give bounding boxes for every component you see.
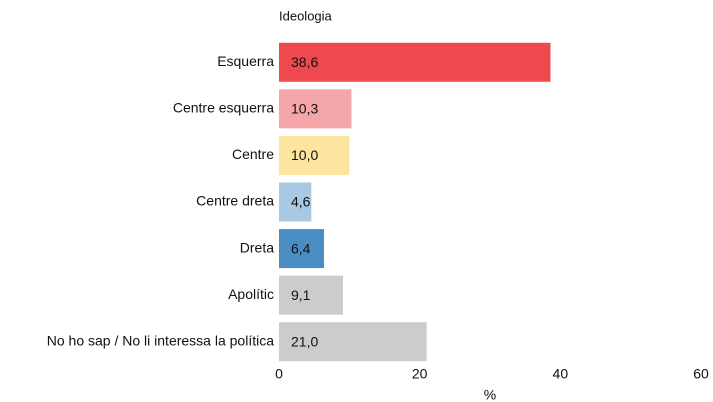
x-tick-label: 20 [412, 366, 428, 382]
bar [279, 135, 350, 175]
y-tick-label: Centre [232, 146, 274, 162]
y-tick-label: Dreta [240, 239, 274, 255]
data-label: 10,3 [291, 101, 318, 117]
data-label: 9,1 [291, 287, 311, 303]
data-label: 21,0 [291, 333, 318, 349]
x-tick-label: 40 [553, 366, 569, 382]
bar [279, 89, 352, 129]
x-tick-label: 60 [693, 366, 709, 382]
bar [279, 229, 325, 269]
y-tick-label: Apolític [228, 286, 274, 302]
y-tick-label: Centre esquerra [173, 100, 274, 116]
data-label: 38,6 [291, 54, 318, 70]
y-tick-label: Esquerra [217, 53, 274, 69]
bar [279, 275, 344, 315]
chart-title: Ideologia [279, 8, 333, 23]
y-tick-label: No ho sap / No li interessa la política [47, 332, 274, 348]
data-label: 4,6 [291, 194, 311, 210]
bar [279, 182, 312, 222]
data-label: 10,0 [291, 147, 318, 163]
x-tick-label: 0 [275, 366, 283, 382]
y-tick-label: Centre dreta [196, 193, 274, 209]
x-axis-label: % [484, 387, 496, 402]
data-label: 6,4 [291, 240, 311, 256]
bar [279, 42, 551, 82]
bar [279, 322, 427, 362]
